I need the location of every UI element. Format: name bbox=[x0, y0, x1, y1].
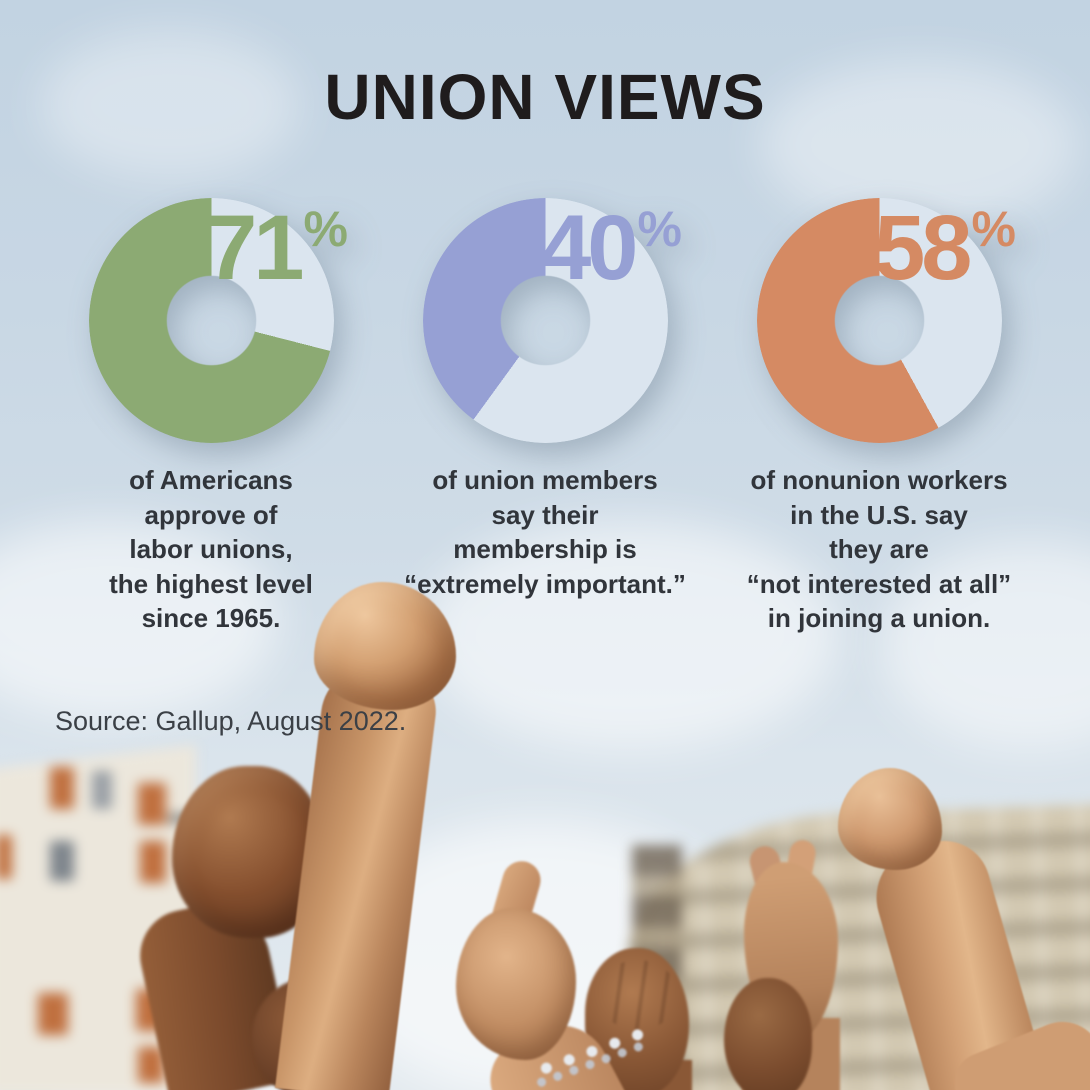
percent-label: 58% bbox=[874, 197, 1016, 299]
percent-sign: % bbox=[971, 201, 1016, 257]
caption-line: of union members bbox=[432, 465, 658, 495]
caption-line: “extremely important.” bbox=[404, 568, 686, 599]
donut-ring bbox=[88, 198, 334, 443]
stat-card-nonunion: 58% of nonunion workers in the U.S. say … bbox=[712, 198, 1046, 636]
caption: of Americans approve of labor unions, th… bbox=[109, 463, 313, 636]
donut-chart-nonunion: 58% bbox=[756, 198, 1016, 443]
stat-card-membership: 40% of union members say their membershi… bbox=[378, 198, 712, 636]
building-left bbox=[0, 745, 196, 1090]
caption-line: in the U.S. say bbox=[790, 499, 968, 530]
balcony-rail bbox=[168, 814, 220, 823]
caption-line: since 1965. bbox=[141, 603, 281, 634]
caption-line: the highest level bbox=[109, 568, 313, 599]
caption: of union members say their membership is… bbox=[404, 463, 686, 601]
donut-ring bbox=[756, 198, 1002, 443]
percent-sign: % bbox=[637, 201, 682, 257]
page-title: UNION VIEWS bbox=[324, 61, 766, 133]
caption-line: in joining a union. bbox=[767, 603, 991, 634]
caption-line: of nonunion workers bbox=[750, 465, 1008, 495]
caption-line: approve of bbox=[144, 499, 278, 530]
percent-sign: % bbox=[303, 201, 348, 257]
caption-line: say their bbox=[491, 499, 599, 530]
caption-line: labor unions, bbox=[129, 534, 293, 565]
donut-chart-membership: 40% bbox=[422, 198, 682, 443]
donut-chart-approval: 71% bbox=[88, 198, 348, 443]
caption-line: “not interested at all” bbox=[746, 568, 1012, 599]
caption: of nonunion workers in the U.S. say they… bbox=[747, 463, 1011, 636]
caption-line: they are bbox=[829, 534, 929, 565]
building-right bbox=[623, 803, 1090, 1090]
donut-ring bbox=[422, 198, 668, 443]
percent-label: 71% bbox=[206, 197, 348, 299]
stats-row: 71% of Americans approve of labor unions… bbox=[44, 198, 1046, 636]
caption-line: membership is bbox=[453, 534, 637, 565]
percent-label: 40% bbox=[540, 197, 682, 299]
caption-line: of Americans bbox=[129, 465, 293, 495]
source-note: Source: Gallup, August 2022. bbox=[55, 706, 407, 736]
building-right-windows bbox=[632, 845, 682, 1090]
stat-card-approval: 71% of Americans approve of labor unions… bbox=[44, 198, 378, 636]
